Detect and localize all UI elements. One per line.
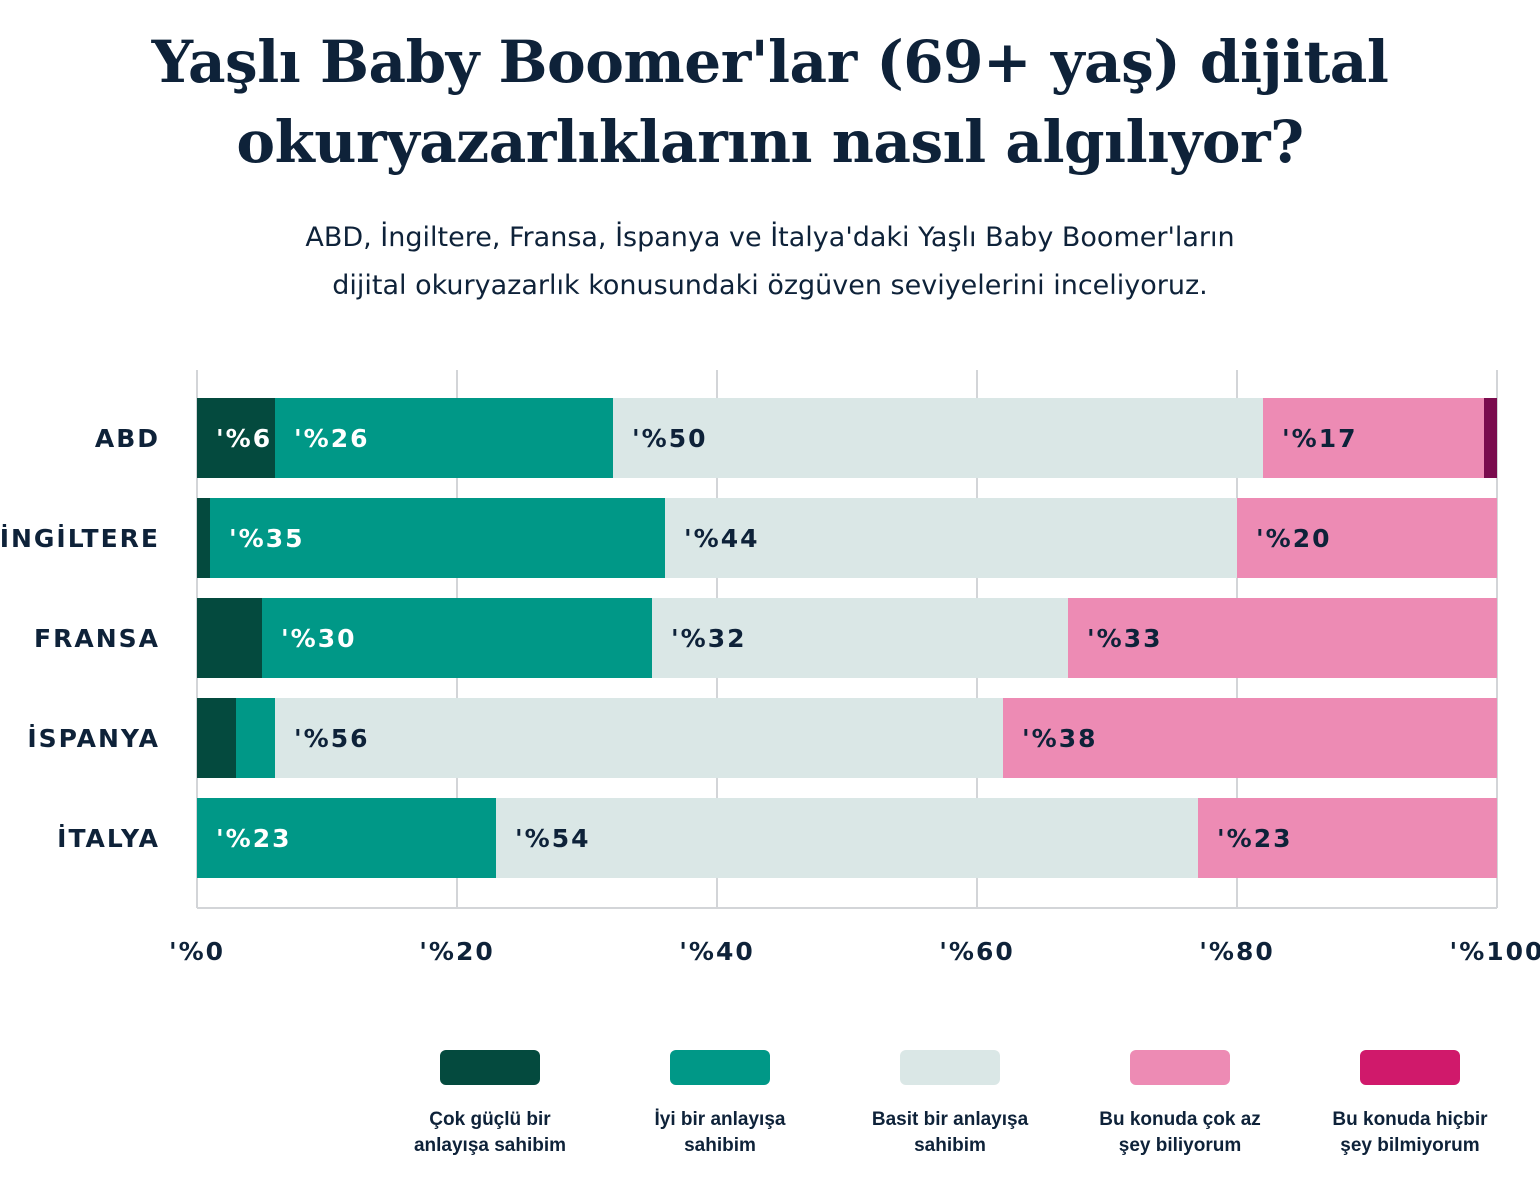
category-label: İNGİLTERE xyxy=(0,523,160,553)
data-label: '%44 xyxy=(684,524,760,553)
legend-label: Çok güçlü bir anlayışa sahibim xyxy=(413,1109,567,1156)
category-label: FRANSA xyxy=(34,624,160,653)
category-label: İTALYA xyxy=(57,823,160,853)
legend-item: Çok güçlü bir anlayışa sahibim xyxy=(380,1050,600,1159)
data-label: '%38 xyxy=(1022,724,1098,753)
bar-segment xyxy=(197,698,236,778)
bar-segment xyxy=(275,698,1003,778)
legend-item: Bu konuda hiçbir şey bilmiyorum xyxy=(1300,1050,1520,1159)
legend-swatch xyxy=(440,1050,540,1085)
data-label: '%6 xyxy=(216,424,272,453)
data-label: '%30 xyxy=(281,624,357,653)
legend-label: Bu konuda çok az şey biliyorum xyxy=(1099,1109,1261,1156)
data-label: '%20 xyxy=(1256,524,1332,553)
bar-segment xyxy=(210,498,665,578)
legend-item: Basit bir anlayışa sahibim xyxy=(840,1050,1060,1159)
legend-swatch xyxy=(900,1050,1000,1085)
legend-swatch xyxy=(670,1050,770,1085)
data-label: '%50 xyxy=(632,424,708,453)
legend-label: Basit bir anlayışa sahibim xyxy=(871,1109,1029,1156)
legend-swatch xyxy=(1130,1050,1230,1085)
chart-title: Yaşlı Baby Boomer'lar (69+ yaş) dijital o… xyxy=(0,22,1540,182)
subtitle-line-2: dijital okuryazarlık konusundaki özgüven… xyxy=(332,270,1208,301)
data-label: '%23 xyxy=(1217,824,1293,853)
legend-label: Bu konuda hiçbir şey bilmiyorum xyxy=(1332,1109,1488,1156)
x-tick-label: '%80 xyxy=(1199,937,1275,966)
bar-segment xyxy=(1484,398,1497,478)
x-tick-label: '%20 xyxy=(419,937,495,966)
legend-item: Bu konuda çok az şey biliyorum xyxy=(1070,1050,1290,1159)
x-tick-label: '%100 xyxy=(1450,937,1540,966)
title-line-2: okuryazarlıklarını nasıl algılıyor? xyxy=(236,108,1304,176)
bar-segment xyxy=(197,398,275,478)
data-label: '%35 xyxy=(229,524,305,553)
category-label: İSPANYA xyxy=(27,723,160,753)
subtitle-line-1: ABD, İngiltere, Fransa, İspanya ve İtaly… xyxy=(305,222,1235,253)
bar-segment xyxy=(197,598,262,678)
legend-item: İyi bir anlayışa sahibim xyxy=(610,1050,830,1159)
bar-segment xyxy=(197,498,210,578)
bar-segment xyxy=(1198,798,1497,878)
bar-segment xyxy=(613,398,1263,478)
bar-segment xyxy=(1263,398,1484,478)
data-label: '%26 xyxy=(294,424,370,453)
data-label: '%17 xyxy=(1282,424,1358,453)
data-label: '%33 xyxy=(1087,624,1163,653)
x-tick-label: '%60 xyxy=(939,937,1015,966)
bar-segment xyxy=(665,498,1237,578)
bar-segment xyxy=(496,798,1198,878)
chart-subtitle: ABD, İngiltere, Fransa, İspanya ve İtaly… xyxy=(0,214,1540,310)
bar-segment xyxy=(1237,498,1497,578)
x-tick-label: '%0 xyxy=(169,937,225,966)
data-label: '%56 xyxy=(294,724,370,753)
bar-segment xyxy=(236,698,275,778)
data-label: '%54 xyxy=(515,824,591,853)
data-label: '%32 xyxy=(671,624,747,653)
bar-segment xyxy=(262,598,652,678)
data-label: '%23 xyxy=(216,824,292,853)
category-label: ABD xyxy=(95,424,160,453)
legend-swatch xyxy=(1360,1050,1460,1085)
bar-segment xyxy=(1003,698,1497,778)
bar-segment xyxy=(275,398,613,478)
bar-segment xyxy=(1068,598,1497,678)
bar-segment xyxy=(197,798,496,878)
bar-segment xyxy=(652,598,1068,678)
legend-label: İyi bir anlayışa sahibim xyxy=(654,1109,786,1156)
x-tick-label: '%40 xyxy=(679,937,755,966)
title-line-1: Yaşlı Baby Boomer'lar (69+ yaş) dijital xyxy=(151,28,1389,96)
